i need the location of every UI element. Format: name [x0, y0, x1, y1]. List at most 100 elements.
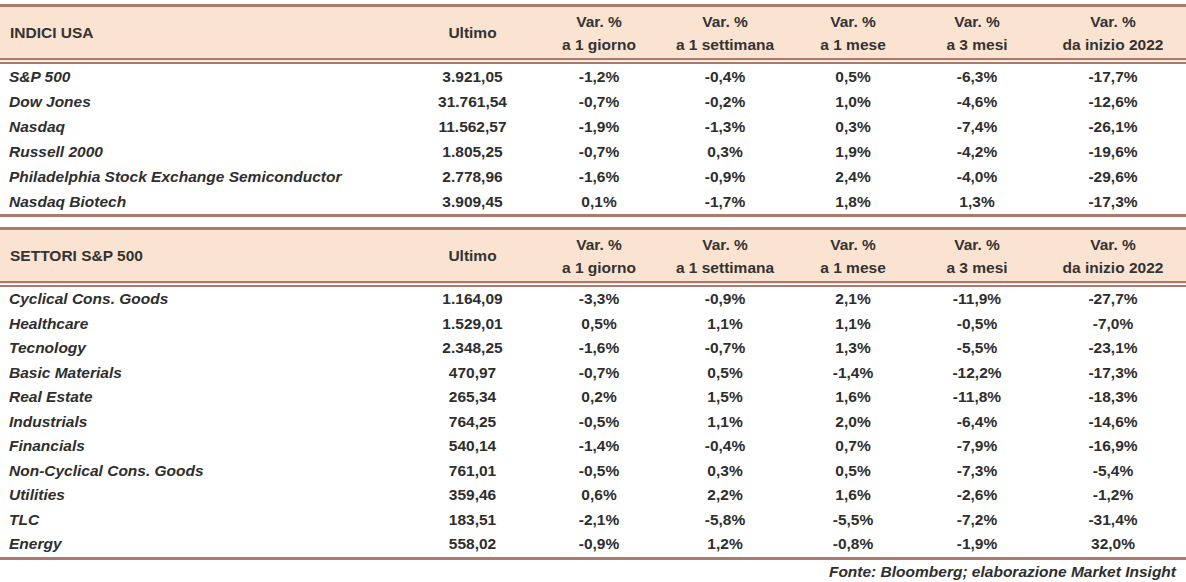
var-1-settimana-cell: 1,2%	[658, 532, 792, 558]
var-3-mesi-cell: -4,0%	[914, 164, 1040, 189]
var-inizio-2022-cell: -23,1%	[1040, 336, 1186, 361]
var-inizio-2022-cell: -17,7%	[1040, 61, 1186, 89]
var-pct-label: Var. %	[1040, 10, 1186, 33]
sector-name: Non-Cyclical Cons. Goods	[0, 459, 405, 484]
var-1-giorno-cell: -0,5%	[540, 410, 658, 435]
var-1-mese-cell: 1,1%	[792, 312, 914, 337]
var-inizio-2022-cell: -7,0%	[1040, 312, 1186, 337]
ultimo-cell: 540,14	[405, 434, 540, 459]
var-1-settimana-cell: 1,1%	[658, 410, 792, 435]
sector-name: Healthcare	[0, 312, 405, 337]
var-3-mesi-cell: -7,2%	[914, 508, 1040, 533]
var-1-giorno-cell: -1,6%	[540, 164, 658, 189]
period-label: a 1 giorno	[540, 256, 658, 279]
col-header-var-1-giorno: Var. % a 1 giorno	[540, 229, 658, 285]
col-header-var-1-settimana: Var. % a 1 settimana	[658, 6, 792, 62]
table-row: Nasdaq Biotech 3.909,45 0,1% -1,7% 1,8% …	[0, 189, 1186, 216]
ultimo-cell: 2.778,96	[405, 164, 540, 189]
sector-name: Cyclical Cons. Goods	[0, 284, 405, 312]
source-note: Fonte: Bloomberg; elaborazione Market In…	[0, 560, 1186, 581]
table-row: Dow Jones 31.761,54 -0,7% -0,2% 1,0% -4,…	[0, 89, 1186, 114]
var-3-mesi-cell: -11,8%	[914, 385, 1040, 410]
report-page: INDICI USA Ultimo Var. % a 1 giorno Var.…	[0, 0, 1186, 581]
var-1-mese-cell: 2,1%	[792, 284, 914, 312]
var-1-giorno-cell: 0,5%	[540, 312, 658, 337]
ultimo-cell: 470,97	[405, 361, 540, 386]
ultimo-cell: 1.805,25	[405, 139, 540, 164]
table-row: Nasdaq 11.562,57 -1,9% -1,3% 0,3% -7,4% …	[0, 114, 1186, 139]
period-label: a 1 mese	[792, 256, 914, 279]
ultimo-cell: 265,34	[405, 385, 540, 410]
var-1-giorno-cell: -0,9%	[540, 532, 658, 558]
var-inizio-2022-cell: -16,9%	[1040, 434, 1186, 459]
indici-usa-table-title: INDICI USA	[0, 6, 405, 62]
indici-usa-header-row: INDICI USA Ultimo Var. % a 1 giorno Var.…	[0, 6, 1186, 62]
table-row: Non-Cyclical Cons. Goods 761,01 -0,5% 0,…	[0, 459, 1186, 484]
index-name: Dow Jones	[0, 89, 405, 114]
var-1-mese-cell: 1,0%	[792, 89, 914, 114]
period-label: da inizio 2022	[1040, 256, 1186, 279]
index-name: Philadelphia Stock Exchange Semiconducto…	[0, 164, 405, 189]
var-pct-label: Var. %	[540, 233, 658, 256]
var-1-settimana-cell: 0,5%	[658, 361, 792, 386]
sector-name: Utilities	[0, 483, 405, 508]
period-label: a 1 mese	[792, 33, 914, 56]
var-1-giorno-cell: -0,7%	[540, 139, 658, 164]
var-inizio-2022-cell: -29,6%	[1040, 164, 1186, 189]
period-label: a 1 settimana	[658, 33, 792, 56]
var-3-mesi-cell: -7,3%	[914, 459, 1040, 484]
var-1-settimana-cell: 2,2%	[658, 483, 792, 508]
var-3-mesi-cell: -7,9%	[914, 434, 1040, 459]
table-row: Russell 2000 1.805,25 -0,7% 0,3% 1,9% -4…	[0, 139, 1186, 164]
var-1-settimana-cell: -1,3%	[658, 114, 792, 139]
ultimo-cell: 558,02	[405, 532, 540, 558]
col-header-var-inizio-2022: Var. % da inizio 2022	[1040, 229, 1186, 285]
table-row: Real Estate 265,34 0,2% 1,5% 1,6% -11,8%…	[0, 385, 1186, 410]
var-1-giorno-cell: -1,4%	[540, 434, 658, 459]
var-1-settimana-cell: -0,9%	[658, 164, 792, 189]
var-1-mese-cell: 0,5%	[792, 61, 914, 89]
ultimo-cell: 1.164,09	[405, 284, 540, 312]
sector-name: Real Estate	[0, 385, 405, 410]
sector-name: Industrials	[0, 410, 405, 435]
table-row: S&P 500 3.921,05 -1,2% -0,4% 0,5% -6,3% …	[0, 61, 1186, 89]
var-1-mese-cell: 1,8%	[792, 189, 914, 216]
var-3-mesi-cell: -11,9%	[914, 284, 1040, 312]
col-header-var-1-settimana: Var. % a 1 settimana	[658, 229, 792, 285]
index-name: Nasdaq Biotech	[0, 189, 405, 216]
var-1-settimana-cell: -0,9%	[658, 284, 792, 312]
var-3-mesi-cell: -5,5%	[914, 336, 1040, 361]
table-row: Cyclical Cons. Goods 1.164,09 -3,3% -0,9…	[0, 284, 1186, 312]
var-pct-label: Var. %	[1040, 233, 1186, 256]
var-pct-label: Var. %	[914, 233, 1040, 256]
var-1-mese-cell: 0,5%	[792, 459, 914, 484]
var-1-settimana-cell: -1,7%	[658, 189, 792, 216]
var-inizio-2022-cell: -26,1%	[1040, 114, 1186, 139]
index-name: Russell 2000	[0, 139, 405, 164]
var-1-giorno-cell: -0,5%	[540, 459, 658, 484]
var-inizio-2022-cell: -18,3%	[1040, 385, 1186, 410]
var-1-giorno-cell: 0,2%	[540, 385, 658, 410]
col-header-ultimo: Ultimo	[405, 229, 540, 285]
col-header-ultimo: Ultimo	[405, 6, 540, 62]
var-1-mese-cell: 2,0%	[792, 410, 914, 435]
var-3-mesi-cell: -6,3%	[914, 61, 1040, 89]
sector-name: Financials	[0, 434, 405, 459]
index-name: Nasdaq	[0, 114, 405, 139]
var-1-mese-cell: 1,6%	[792, 385, 914, 410]
var-3-mesi-cell: -4,6%	[914, 89, 1040, 114]
settori-header-row: SETTORI S&P 500 Ultimo Var. % a 1 giorno…	[0, 229, 1186, 285]
var-1-mese-cell: 1,9%	[792, 139, 914, 164]
var-inizio-2022-cell: -1,2%	[1040, 483, 1186, 508]
col-header-var-1-giorno: Var. % a 1 giorno	[540, 6, 658, 62]
table-row: Industrials 764,25 -0,5% 1,1% 2,0% -6,4%…	[0, 410, 1186, 435]
var-1-giorno-cell: -1,2%	[540, 61, 658, 89]
var-1-giorno-cell: -3,3%	[540, 284, 658, 312]
settori-table-title: SETTORI S&P 500	[0, 229, 405, 285]
table-row: Energy 558,02 -0,9% 1,2% -0,8% -1,9% 32,…	[0, 532, 1186, 558]
var-1-settimana-cell: -0,4%	[658, 434, 792, 459]
period-label: a 3 mesi	[914, 33, 1040, 56]
var-3-mesi-cell: -0,5%	[914, 312, 1040, 337]
ultimo-cell: 1.529,01	[405, 312, 540, 337]
ultimo-cell: 359,46	[405, 483, 540, 508]
